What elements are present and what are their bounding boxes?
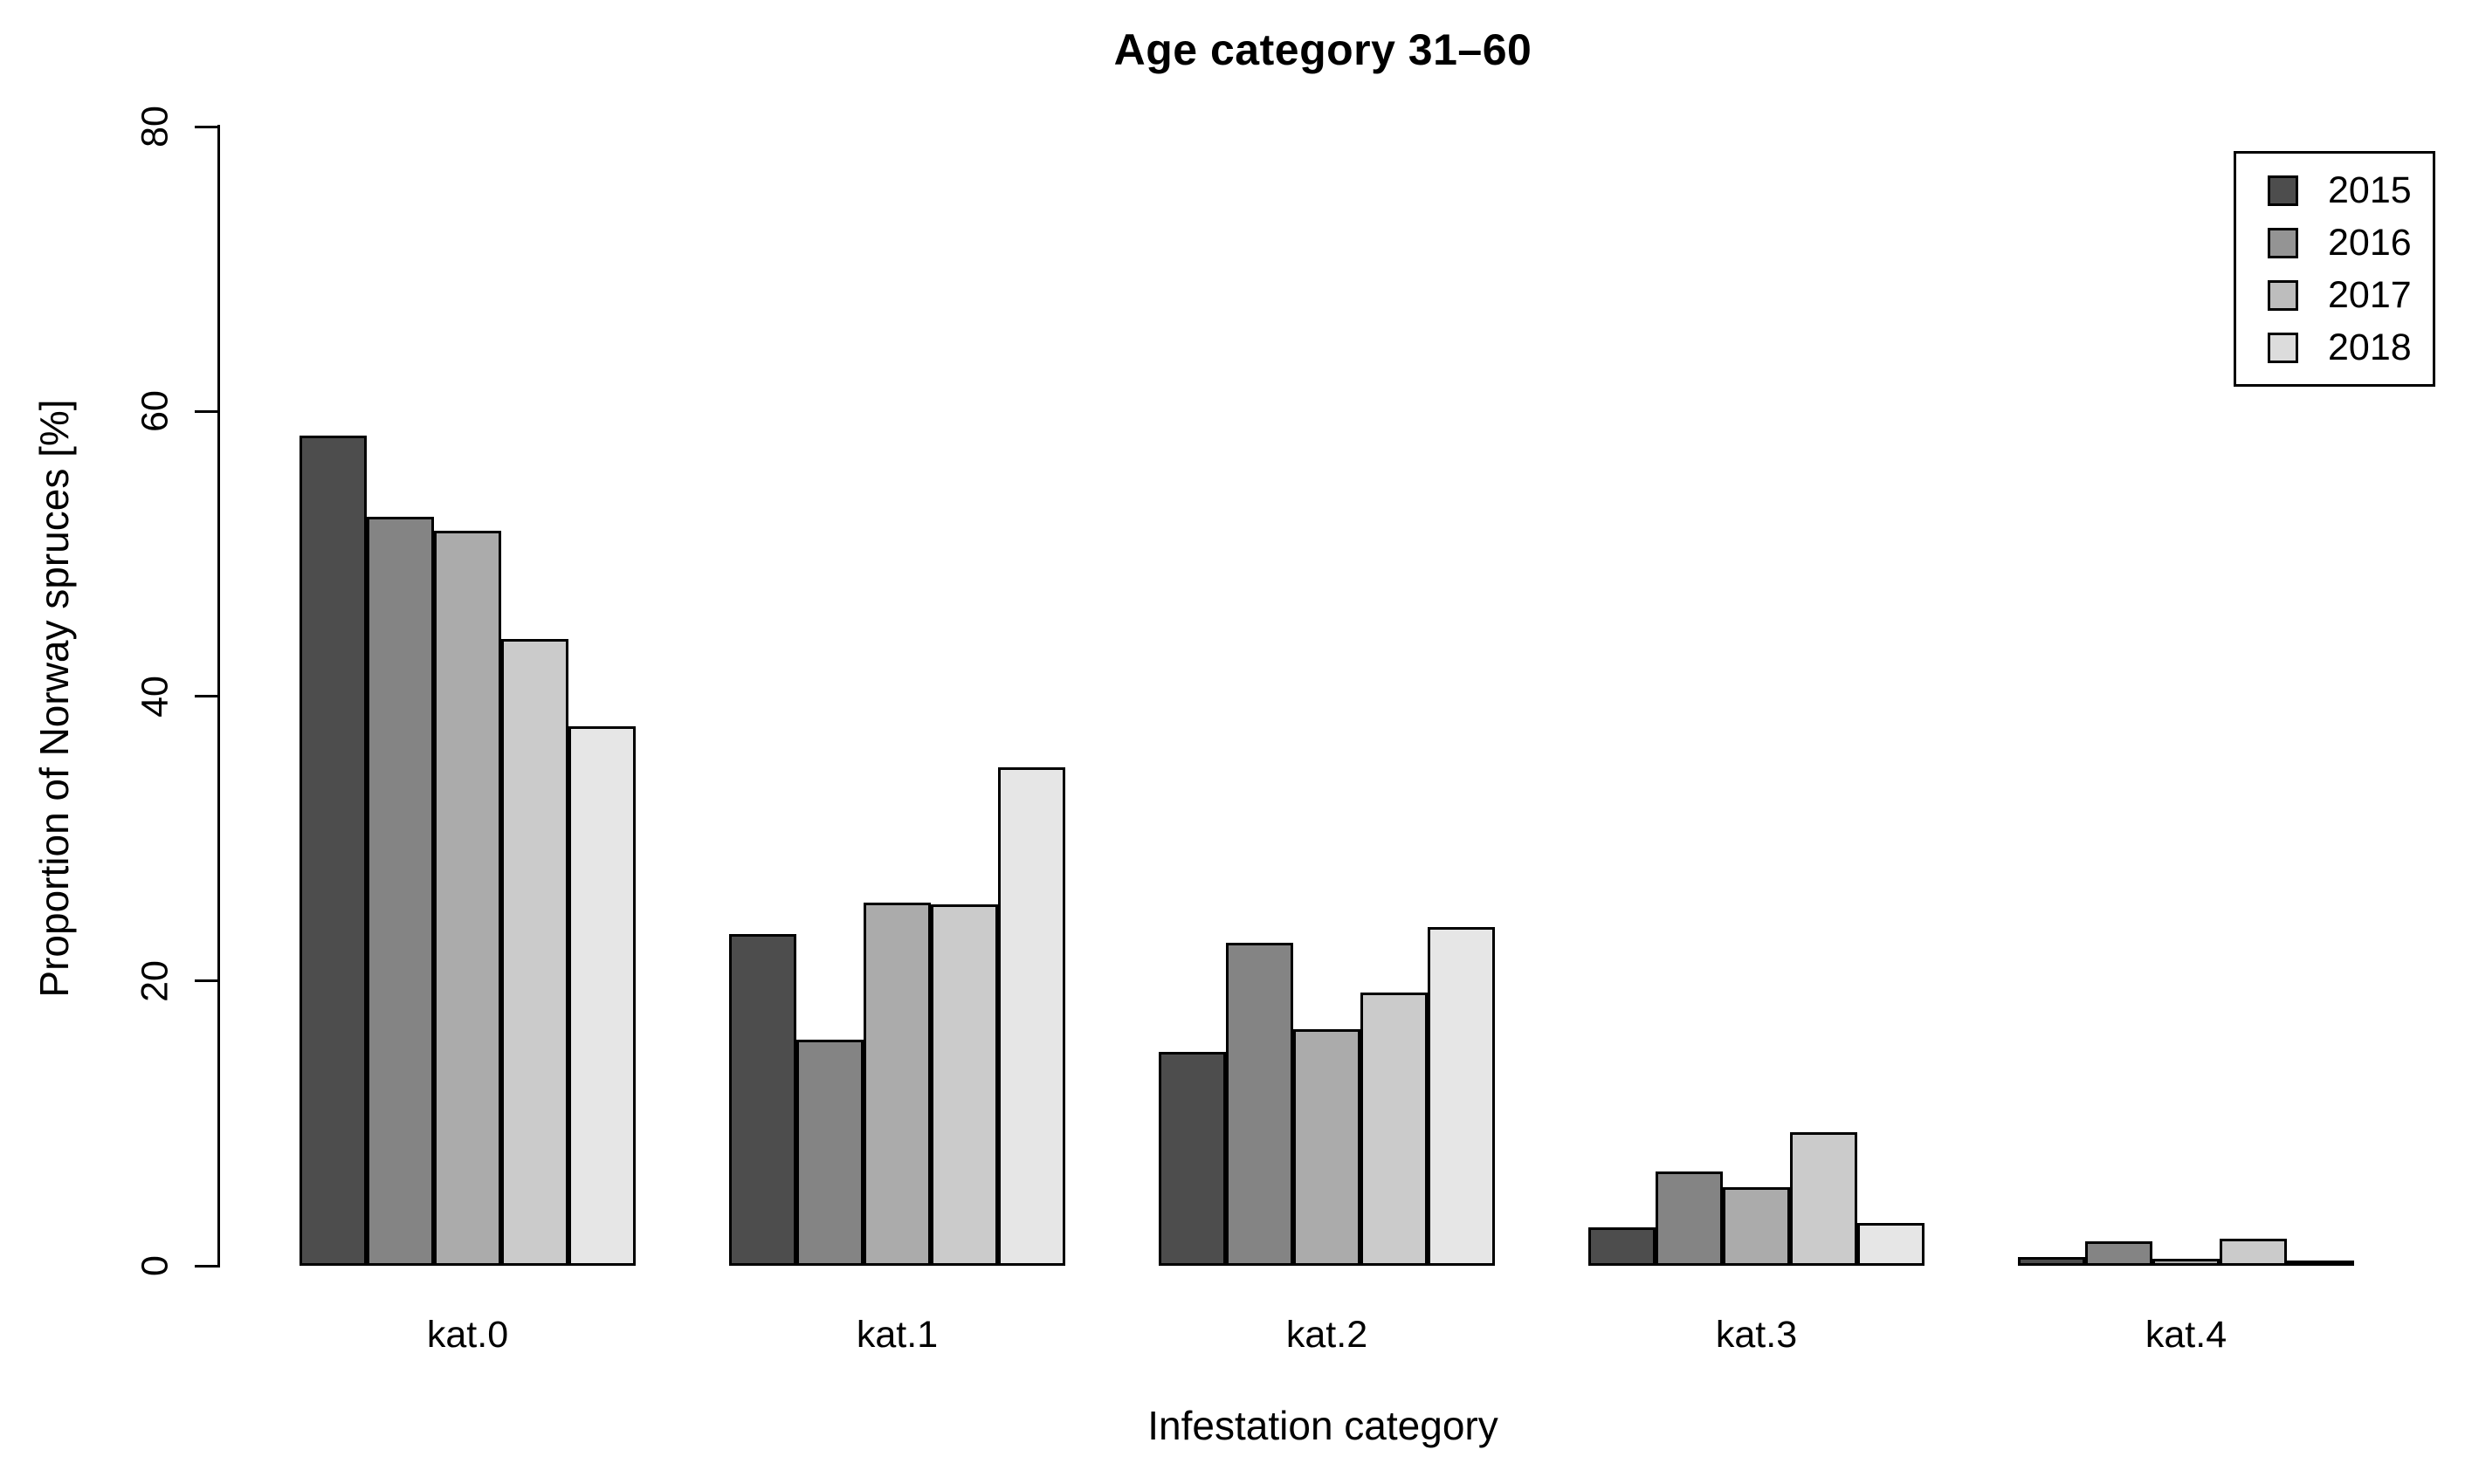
- bar-series5-kat.2: [1428, 927, 1495, 1266]
- bar-2017-kat.4: [2152, 1259, 2220, 1266]
- legend: 2015 2016 2017 2018: [2234, 151, 2435, 387]
- legend-label: 2016: [2328, 221, 2412, 264]
- plot-area: 0 20 40 60 80 kat.0 kat.1 kat.2 kat.3 kat.4: [134, 106, 2427, 1356]
- bar-2015-kat.4: [2018, 1257, 2085, 1266]
- bar-series5-kat.1: [998, 767, 1065, 1266]
- bar-2016-kat.2: [1226, 943, 1293, 1266]
- legend-label: 2018: [2328, 326, 2412, 368]
- legend-item-2018: 2018: [2268, 326, 2433, 368]
- chart-title: Age category 31–60: [1113, 25, 1532, 74]
- x-category-label-kat.0: kat.0: [426, 1314, 509, 1356]
- y-axis-tick: [195, 125, 218, 128]
- y-axis-tick-label: 40: [134, 675, 176, 718]
- bar-2016-kat.3: [1656, 1171, 1723, 1266]
- y-axis-title: Proportion of Norway spruces [%]: [31, 399, 77, 998]
- y-axis-tick-label: 80: [134, 106, 176, 148]
- bar-group-kat.3: [1588, 127, 1924, 1266]
- bar-series5-kat.4: [2287, 1261, 2354, 1266]
- x-category-label-kat.3: kat.3: [1715, 1314, 1798, 1356]
- bar-2016-kat.4: [2085, 1241, 2152, 1266]
- bar-group-kat.1: [729, 127, 1065, 1266]
- bar-2015-kat.3: [1588, 1227, 1656, 1266]
- bar-series5-kat.0: [568, 726, 636, 1266]
- legend-swatch-2017: [2268, 279, 2298, 311]
- bar-2015-kat.1: [729, 934, 796, 1266]
- x-category-label-kat.2: kat.2: [1285, 1314, 1368, 1356]
- bar-group-kat.0: [300, 127, 636, 1266]
- bar-group-kat.4: [2018, 127, 2354, 1266]
- bar-2018-kat.2: [1360, 993, 1428, 1266]
- x-axis-title: Infestation category: [1147, 1403, 1498, 1448]
- bar-2016-kat.1: [796, 1040, 864, 1266]
- bar-2017-kat.3: [1723, 1187, 1790, 1266]
- legend-swatch-2018: [2268, 332, 2298, 363]
- bar-2018-kat.3: [1790, 1132, 1857, 1266]
- y-axis-tick: [195, 979, 218, 983]
- y-axis-tick-label: 60: [134, 390, 176, 433]
- bar-2017-kat.2: [1293, 1029, 1360, 1266]
- legend-item-2017: 2017: [2268, 273, 2433, 316]
- bar-2018-kat.0: [501, 639, 568, 1266]
- legend-item-2015: 2015: [2268, 168, 2433, 211]
- bar-2018-kat.4: [2220, 1239, 2287, 1266]
- bar-group-kat.2: [1159, 127, 1495, 1266]
- x-category-label-kat.4: kat.4: [2145, 1314, 2227, 1356]
- y-axis-tick: [195, 1264, 218, 1268]
- legend-item-2016: 2016: [2268, 221, 2433, 264]
- bar-2018-kat.1: [931, 904, 998, 1266]
- y-axis-tick: [195, 695, 218, 697]
- legend-label: 2017: [2328, 273, 2412, 316]
- legend-swatch-2016: [2268, 227, 2298, 258]
- y-axis-tick-label: 0: [134, 1255, 176, 1276]
- bar-2015-kat.0: [300, 436, 367, 1266]
- legend-swatch-2015: [2268, 175, 2298, 206]
- bar-2015-kat.2: [1159, 1052, 1226, 1266]
- bar-2017-kat.0: [434, 531, 501, 1266]
- y-axis-line: [217, 125, 220, 1268]
- y-axis-tick: [195, 409, 218, 413]
- legend-label: 2015: [2328, 168, 2412, 211]
- bar-series5-kat.3: [1857, 1223, 1924, 1266]
- bar-2017-kat.1: [864, 903, 931, 1266]
- y-axis-tick-label: 20: [134, 959, 176, 1002]
- x-category-label-kat.1: kat.1: [856, 1314, 939, 1356]
- bar-2016-kat.0: [367, 517, 434, 1266]
